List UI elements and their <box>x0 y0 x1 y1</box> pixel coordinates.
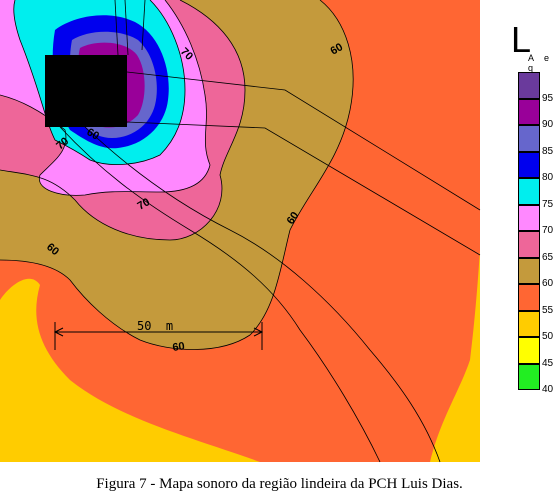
legend-swatch <box>518 98 540 125</box>
scale-bar-label: 50 m <box>137 319 173 333</box>
legend-swatch <box>518 204 540 231</box>
contour-label-60-top: 60 <box>329 41 346 58</box>
legend-value: 65 <box>542 251 554 263</box>
contour-lines <box>0 0 481 463</box>
contour-label-60-source: 60 <box>85 126 102 143</box>
contour-label-60-bottom: 60 <box>172 340 186 354</box>
legend-subscript: A e q <box>528 53 554 73</box>
legend-swatch <box>518 151 540 178</box>
legend-swatch <box>518 363 540 390</box>
scale-bar <box>53 322 264 350</box>
legend-title: L <box>511 19 532 60</box>
legend-swatch <box>518 231 540 258</box>
legend-swatch <box>518 125 540 152</box>
legend-value: 75 <box>542 198 554 210</box>
legend-swatch <box>518 178 540 205</box>
contour-label-60-right: 60 <box>285 210 302 227</box>
zone-50-left <box>0 278 260 462</box>
legend-value: 45 <box>542 357 554 369</box>
legend-value: 70 <box>542 225 554 236</box>
legend-value: 85 <box>542 145 554 157</box>
legend-value: 60 <box>542 278 554 289</box>
legend-value: 95 <box>542 92 554 104</box>
legend-swatch <box>518 310 540 337</box>
contour-label-70-bottom: 70 <box>136 196 153 213</box>
legend-value: 50 <box>542 331 554 342</box>
figure-caption: Figura 7 - Mapa sonoro da região lindeir… <box>96 476 463 492</box>
legend-value: 55 <box>542 304 554 316</box>
noise-map: 70 70 70 60 60 60 60 60 50 m <box>0 0 481 463</box>
legend-swatch <box>518 337 540 364</box>
legend-swatch <box>518 284 540 311</box>
legend-swatch <box>518 72 540 99</box>
legend-swatch <box>518 257 540 284</box>
building-block <box>45 55 127 127</box>
legend-value: 80 <box>542 172 554 183</box>
zone-50-right <box>430 250 480 462</box>
legend-value: 40 <box>542 384 554 395</box>
legend-value: 90 <box>542 119 554 130</box>
